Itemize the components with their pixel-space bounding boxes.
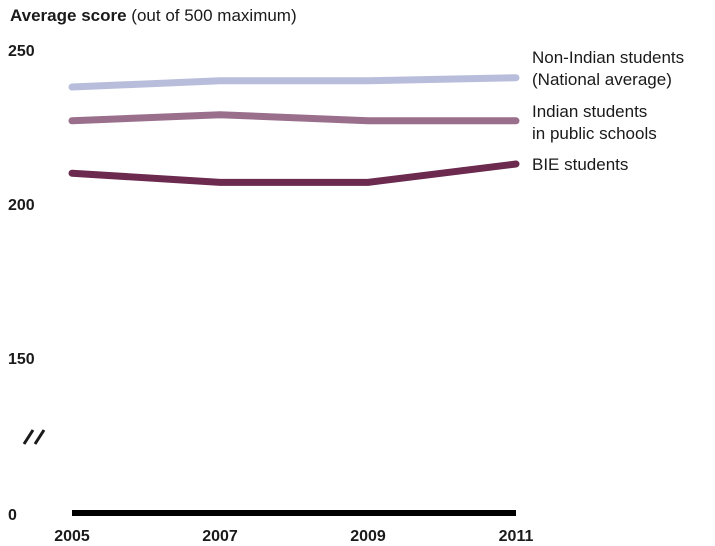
x-tick-label: 2011 [499, 528, 534, 545]
y-tick-label: 200 [8, 197, 35, 214]
series-line [72, 78, 516, 87]
axis-break-mark [24, 430, 33, 444]
series-line [72, 115, 516, 121]
axis-break-mark [35, 430, 44, 444]
legend-label: (National average) [532, 70, 672, 89]
x-tick-label: 2005 [54, 528, 90, 545]
legend-label: in public schools [532, 124, 657, 143]
x-tick-label: 2009 [350, 528, 386, 545]
legend-label: BIE students [532, 155, 628, 174]
legend-label: Indian students [532, 102, 647, 121]
legend-label: Non-Indian students [532, 48, 684, 67]
y-tick-label: 150 [8, 351, 35, 368]
y-tick-label: 250 [8, 43, 35, 60]
x-tick-label: 2007 [202, 528, 238, 545]
series-line [72, 164, 516, 182]
y-tick-label: 0 [8, 507, 17, 524]
